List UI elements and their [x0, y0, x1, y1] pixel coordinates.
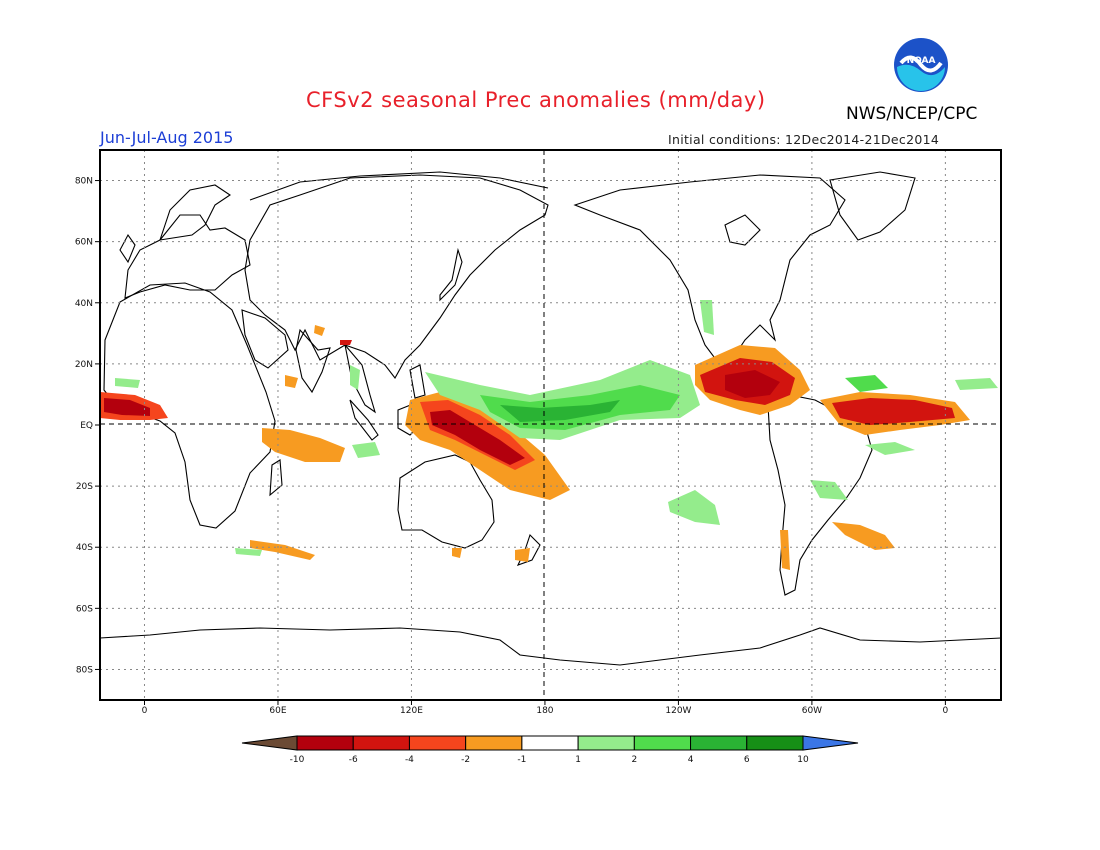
colorbar-tick-label: -6: [349, 755, 358, 765]
anomaly-region: [115, 378, 140, 388]
lat-tick-label: 80S: [76, 665, 93, 675]
longitude-labels: 0 60E 120E 180 120W 60W 0: [142, 700, 949, 716]
colorbar-swatch: [577, 735, 635, 751]
sumatra-outline: [349, 399, 379, 441]
colorbar-tick-label: 2: [631, 755, 637, 765]
colorbar-swatch: [352, 735, 410, 751]
colorbar-swatch: [241, 735, 298, 751]
lat-tick-label: 80N: [75, 177, 93, 187]
philippines-outline: [409, 364, 426, 399]
anomaly-region: [832, 522, 895, 550]
scandinavia-outline: [159, 184, 231, 241]
colorbar-tick-label: 10: [797, 755, 809, 765]
colorbar-swatch: [296, 735, 354, 751]
lat-tick-label: 60N: [75, 238, 93, 248]
colorbar: -10 -6 -4 -2 -1 1 2 4 6 10: [241, 735, 859, 765]
anomaly-region: [500, 400, 620, 422]
colorbar-tick-label: -10: [290, 755, 305, 765]
lon-tick-label: 120E: [400, 706, 423, 716]
anomaly-region: [845, 375, 888, 392]
anomaly-region: [352, 442, 380, 458]
colorbar-swatch: [465, 735, 523, 751]
new-zealand-outline: [516, 533, 541, 566]
lat-tick-label: 20S: [76, 482, 93, 492]
europe-outline: [124, 214, 251, 299]
noaa-logo-text: NOAA: [907, 56, 936, 66]
colorbar-tick-label: 1: [575, 755, 581, 765]
colorbar-tick-label: -4: [405, 755, 414, 765]
hudson-bay-outline: [724, 214, 761, 246]
anomaly-region: [235, 548, 262, 556]
colorbar-swatch: [746, 735, 804, 751]
anomaly-region: [452, 548, 462, 558]
figure-title: CFSv2 seasonal Prec anomalies (mm/day): [306, 88, 766, 112]
anomaly-region: [262, 428, 345, 462]
lat-tick-label: 40S: [76, 543, 93, 553]
anomaly-region: [285, 375, 298, 388]
lat-tick-label: 60S: [76, 604, 93, 614]
agency-label: NWS/NCEP/CPC: [846, 104, 978, 124]
colorbar-swatch: [633, 735, 692, 751]
lon-tick-label: 60E: [269, 706, 286, 716]
antarctica-outline: [100, 627, 1001, 666]
anomaly-region: [515, 548, 530, 562]
arabia-outline: [241, 309, 289, 369]
forecast-period: Jun-Jul-Aug 2015: [100, 128, 234, 147]
australia-outline: [397, 454, 495, 549]
asia-outline: [244, 174, 549, 379]
lat-tick-label: EQ: [80, 421, 93, 431]
anomaly-region: [340, 340, 352, 345]
colorbar-tick-label: 6: [744, 755, 750, 765]
colorbar-swatch: [802, 735, 859, 751]
lon-tick-label: 60W: [802, 706, 822, 716]
latitude-labels: 80N 60N 40N 20N EQ 20S 40S 60S 80S: [75, 177, 100, 675]
anomaly-region: [725, 370, 780, 398]
colorbar-swatch: [408, 735, 467, 751]
lon-tick-label: 0: [142, 706, 148, 716]
madagascar-outline: [269, 459, 283, 497]
anomaly-region: [832, 398, 955, 425]
anomaly-region: [865, 442, 915, 455]
colorbar-swatch: [521, 735, 579, 751]
india-outline: [295, 328, 331, 394]
anomaly-shading: [100, 300, 998, 570]
anomaly-region: [810, 480, 848, 500]
colorbar-tick-label: -1: [517, 755, 526, 765]
arctic-coast-outline: [249, 171, 549, 201]
lat-tick-label: 40N: [75, 299, 93, 309]
lon-tick-label: 120W: [665, 706, 691, 716]
colorbar-tick-label: 4: [688, 755, 694, 765]
greenland-outline: [829, 171, 916, 241]
noaa-logo-icon: NOAA: [894, 38, 948, 92]
anomaly-region: [314, 325, 325, 336]
lat-tick-label: 20N: [75, 360, 93, 370]
anomaly-region: [955, 378, 998, 390]
anomaly-region: [780, 530, 790, 570]
anomaly-region: [104, 398, 150, 416]
lon-tick-label: 180: [536, 706, 553, 716]
anomaly-region: [668, 490, 720, 525]
uk-outline: [119, 233, 136, 264]
initial-conditions: Initial conditions: 12Dec2014-21Dec2014: [668, 132, 940, 147]
lon-tick-label: 0: [943, 706, 949, 716]
north-america-outline: [573, 174, 846, 396]
anomaly-region: [700, 300, 714, 335]
anomaly-region: [350, 365, 360, 390]
japan-outline: [439, 247, 463, 302]
graticule: [100, 150, 1001, 700]
colorbar-tick-label: -2: [461, 755, 470, 765]
anomaly-region: [250, 540, 315, 560]
colorbar-swatch: [690, 735, 748, 751]
